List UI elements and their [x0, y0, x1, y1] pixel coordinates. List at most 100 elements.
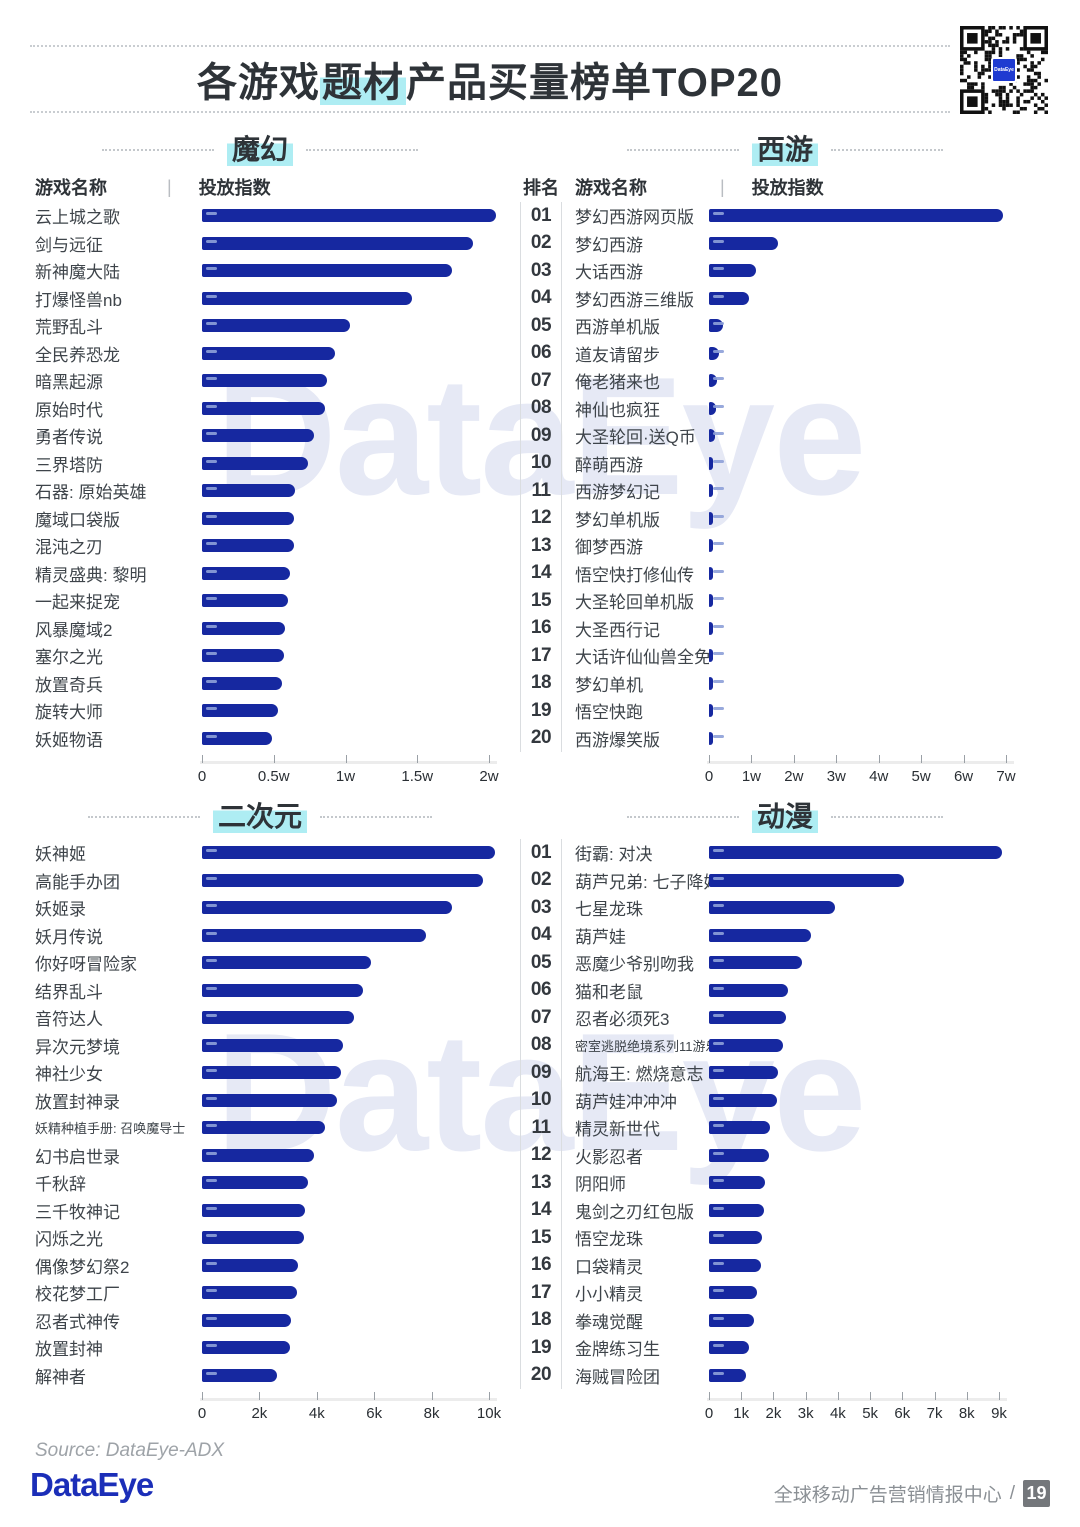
index-bar — [709, 1231, 763, 1245]
game-row: 勇者传说 — [30, 422, 490, 450]
game-row: 18 梦幻单机 — [520, 669, 1050, 697]
game-row: 20 海贼冒险团 — [520, 1361, 1050, 1389]
bar-track — [709, 649, 1050, 663]
bar-track — [202, 566, 490, 580]
qr-center-logo: DataEye — [991, 57, 1017, 83]
game-name-label: 海贼冒险团 — [575, 1367, 660, 1387]
axis-tick-label: 7k — [926, 1405, 943, 1422]
game-name-label: 魔域口袋版 — [35, 510, 120, 530]
game-row: 荒野乱斗 — [30, 312, 490, 340]
index-bar — [709, 1148, 769, 1162]
title-suffix: 产品买量榜单TOP20 — [406, 61, 783, 105]
game-name-label: 梦幻西游三维版 — [575, 290, 694, 310]
axis-tick — [773, 1392, 775, 1400]
game-row: 忍者式神传 — [30, 1307, 490, 1335]
section-header: 西游 — [520, 128, 1050, 172]
game-name-label: 阴阳师 — [575, 1175, 626, 1195]
bar-track — [202, 539, 490, 553]
rank-label: 04 — [520, 284, 562, 312]
column-header: 游戏名称 | 投放指数 — [30, 172, 490, 202]
rank-label: 01 — [520, 839, 562, 867]
game-row: 妖姬录 — [30, 894, 490, 922]
game-name-label: 金牌练习生 — [575, 1340, 660, 1360]
bar-track — [202, 1368, 490, 1382]
game-row: 17 小小精灵 — [520, 1279, 1050, 1307]
game-row: 04 葫芦娃 — [520, 921, 1050, 949]
game-row: 01 梦幻西游网页版 — [520, 202, 1050, 230]
game-name-label: 悟空快打修仙传 — [575, 565, 694, 585]
game-name-label: 放置封神 — [35, 1340, 103, 1360]
game-row: 15 悟空龙珠 — [520, 1224, 1050, 1252]
axis-tick-label: 0 — [197, 768, 207, 785]
title-highlight: 题材 — [320, 61, 406, 105]
game-name-label: 勇者传说 — [35, 428, 103, 448]
game-name-label: 密室逃脱绝境系列11游乐园 — [575, 1038, 709, 1054]
bar-track — [709, 236, 1050, 250]
game-row: 12 梦幻单机版 — [520, 504, 1050, 532]
source-note: Source: DataEye-ADX — [35, 1440, 225, 1461]
index-bar — [709, 401, 725, 415]
game-row: 01 街霸: 对决 — [520, 839, 1050, 867]
bar-track — [709, 1121, 1050, 1135]
game-name-label: 塞尔之光 — [35, 648, 103, 668]
index-bar — [709, 1341, 750, 1355]
bar-track — [709, 374, 1050, 388]
axis-tick-label: 2w — [784, 768, 804, 785]
game-name-label: 解神者 — [35, 1367, 86, 1387]
game-name-label: 三界塔防 — [35, 455, 103, 475]
axis-tick — [902, 1392, 904, 1400]
rank-label: 08 — [520, 394, 562, 422]
bar-track — [202, 1148, 490, 1162]
bar-track — [202, 1011, 490, 1025]
game-name-label: 猫和老鼠 — [575, 982, 643, 1002]
axis-tick — [709, 755, 710, 763]
bar-track — [202, 873, 490, 887]
section-header: 动漫 — [520, 795, 1050, 839]
index-bar — [709, 1066, 779, 1080]
game-name-label: 俺老猪来也 — [575, 373, 660, 393]
bar-track — [202, 1066, 490, 1080]
bar-track — [202, 901, 490, 915]
axis-tick-label: 4k — [829, 1405, 846, 1422]
game-name-label: 忍者必须死3 — [575, 1010, 670, 1030]
game-name-label: 口袋精灵 — [575, 1257, 643, 1277]
bar-track — [202, 1313, 490, 1327]
bar-track — [202, 731, 490, 745]
axis-tick — [202, 1392, 203, 1400]
dotted-rule — [626, 149, 739, 151]
page-title: 各游戏题材产品买量榜单TOP20 — [197, 50, 783, 108]
game-row: 08 密室逃脱绝境系列11游乐园 — [520, 1031, 1050, 1059]
axis-tick — [870, 1392, 872, 1400]
axis-tick — [489, 1392, 490, 1400]
game-row: 音符达人 — [30, 1004, 490, 1032]
game-row: 05 恶魔少爷别吻我 — [520, 949, 1050, 977]
game-row: 放置封神 — [30, 1334, 490, 1362]
bar-track — [202, 484, 490, 498]
bar-track — [202, 456, 490, 470]
bar-track — [202, 846, 495, 860]
index-bar — [709, 291, 749, 305]
axis-tick-label: 8k — [423, 1405, 440, 1422]
rank-label: 03 — [520, 257, 562, 285]
bar-track — [709, 511, 1050, 525]
index-bar — [709, 456, 725, 470]
chart-panel-erciyuan: 二次元 妖神姬 高能手办团 妖姬录 妖月传说 你好呀冒险家 结界乱斗 音符达人 异次元梦境 神社… — [30, 795, 501, 1431]
game-name-label: 放置封神录 — [35, 1092, 120, 1112]
rank-label: 04 — [520, 921, 562, 949]
axis-tick-label: 0 — [197, 1405, 207, 1422]
game-row: 幻书启世录 — [30, 1142, 490, 1170]
game-row: 神社少女 — [30, 1059, 490, 1087]
game-name-label: 暗黑起源 — [35, 373, 103, 393]
index-bar — [709, 566, 724, 580]
game-row: 闪烁之光 — [30, 1224, 490, 1252]
chart-panel-xiyou: 西游 排名 游戏名称 | 投放指数 01 梦幻西游网页版 02 梦幻西游 03 大话西游 0… — [520, 128, 1050, 794]
game-row: 07 忍者必须死3 — [520, 1004, 1050, 1032]
bar-track — [709, 1011, 1050, 1025]
game-name-label: 妖姬录 — [35, 900, 86, 920]
axis-tick — [273, 755, 275, 763]
game-name-label: 旋转大师 — [35, 703, 103, 723]
index-bar — [202, 511, 294, 525]
index-bar — [709, 1368, 747, 1382]
section-title: 西游 — [751, 133, 818, 167]
